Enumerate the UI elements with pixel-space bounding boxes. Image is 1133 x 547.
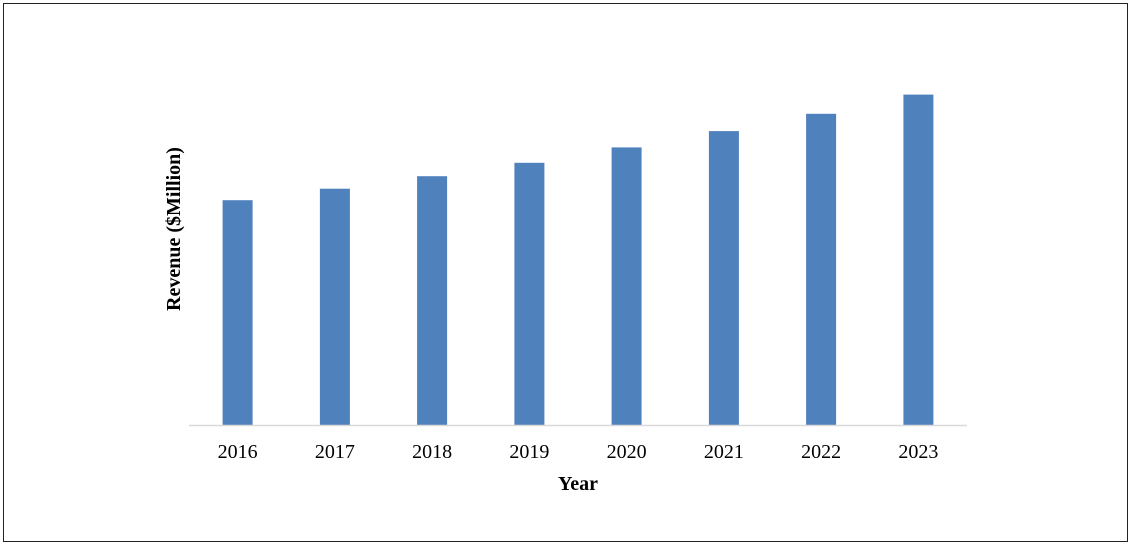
bar-2023	[903, 94, 934, 425]
bar-2016	[222, 200, 253, 425]
x-tick-label-2023: 2023	[898, 441, 938, 463]
bar-2021	[708, 131, 739, 425]
x-tick-label-2020: 2020	[607, 441, 647, 463]
x-tick-labels: 2016 2017 2018 2019 2020 2021 2022 2023	[218, 441, 939, 463]
bar-2020	[611, 147, 642, 425]
x-tick-label-2019: 2019	[509, 441, 549, 463]
bar-2017	[319, 188, 350, 425]
bars-group	[222, 94, 934, 426]
x-tick-label-2022: 2022	[801, 441, 841, 463]
x-tick-label-2018: 2018	[412, 441, 452, 463]
x-tick-label-2021: 2021	[704, 441, 744, 463]
chart-frame	[3, 3, 1128, 542]
x-tick-label-2016: 2016	[218, 441, 258, 463]
y-axis-title: Revenue ($Million)	[163, 147, 185, 311]
x-axis-title: Year	[558, 473, 598, 495]
bar-2019	[514, 162, 545, 426]
x-tick-label-2017: 2017	[315, 441, 355, 463]
bar-2022	[806, 113, 837, 426]
bar-2018	[417, 176, 448, 425]
